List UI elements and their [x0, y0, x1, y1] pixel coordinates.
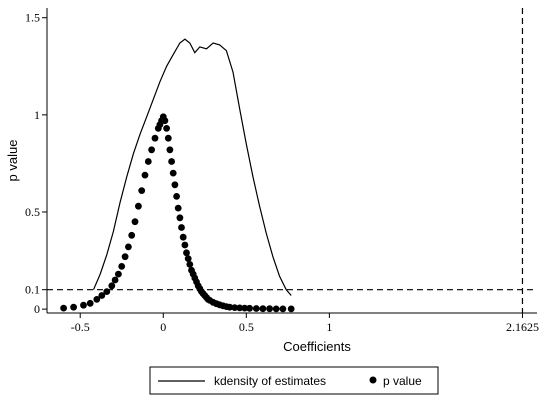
p-value-point	[164, 134, 172, 142]
y-tick-label: 0.5	[25, 205, 40, 219]
p-value-point	[176, 214, 184, 222]
legend-box	[149, 366, 439, 395]
p-value-point	[141, 171, 149, 179]
reference-lines	[47, 8, 537, 313]
p-value-point	[169, 169, 177, 177]
x-axis-label: Coefficients	[283, 339, 351, 354]
p-value-point	[131, 218, 139, 226]
p-value-point	[86, 299, 94, 307]
legend-label-kdensity: kdensity of estimates	[214, 374, 326, 388]
x-tick-label: 2.1625	[506, 320, 539, 334]
p-value-point	[183, 249, 190, 257]
p-value-point	[166, 146, 174, 154]
p-value-point	[60, 304, 67, 312]
p-value-point	[287, 305, 295, 313]
p-value-point	[144, 158, 152, 165]
p-value-point	[163, 124, 171, 132]
p-value-point	[128, 231, 136, 239]
p-value-point	[178, 224, 185, 231]
p-value-series	[60, 113, 295, 313]
p-value-point	[279, 305, 287, 313]
p-value-point	[168, 158, 176, 165]
p-value-point	[118, 263, 126, 270]
p-value-point	[98, 292, 106, 299]
x-tick-label: 1	[326, 320, 332, 334]
p-value-point	[171, 181, 179, 189]
y-axis-label: p value	[5, 140, 20, 182]
p-value-point	[246, 304, 254, 312]
p-value-point	[236, 304, 244, 312]
p-value-point	[115, 270, 122, 278]
x-tick-label: -0.5	[71, 320, 90, 334]
kdensity-series	[92, 38, 292, 296]
p-value-point	[226, 303, 234, 311]
x-tick-label: 0	[160, 320, 166, 334]
p-value-point	[138, 187, 146, 195]
p-value-point	[161, 117, 169, 125]
p-value-point	[252, 305, 260, 312]
p-value-point	[80, 301, 87, 309]
p-value-point	[266, 305, 273, 313]
p-value-point	[148, 146, 156, 154]
y-tick-label: 0	[34, 302, 40, 316]
p-value-point	[259, 305, 267, 313]
p-value-point	[174, 204, 182, 212]
p-value-point	[186, 261, 194, 268]
p-value-point	[184, 255, 192, 262]
kdensity-line	[92, 38, 292, 296]
p-value-point	[124, 243, 132, 251]
legend-dot-swatch	[369, 376, 377, 384]
legend: kdensity of estimates p value	[149, 366, 439, 395]
p-value-point	[108, 282, 116, 290]
p-value-point	[241, 304, 249, 312]
p-value-point	[70, 303, 77, 311]
p-value-point	[231, 304, 239, 311]
x-tick-label: 0.5	[239, 320, 254, 334]
p-value-point	[111, 276, 119, 284]
p-value-point	[135, 202, 142, 210]
p-value-point	[181, 241, 189, 249]
legend-label-p-value: p value	[383, 374, 422, 388]
p-value-point	[173, 193, 181, 200]
p-value-point	[272, 305, 280, 313]
y-tick-label: 1	[34, 108, 40, 122]
axes: -0.5 0 0.5 1 2.1625 0 0.1 0.5 1 1.5	[25, 8, 539, 334]
p-value-point	[93, 296, 101, 303]
p-value-point	[121, 253, 129, 261]
p-value-point	[103, 288, 111, 295]
p-value-point	[179, 233, 187, 241]
p-value-point	[151, 134, 159, 142]
y-tick-label: 1.5	[25, 11, 40, 25]
y-tick-label: 0.1	[25, 283, 40, 297]
